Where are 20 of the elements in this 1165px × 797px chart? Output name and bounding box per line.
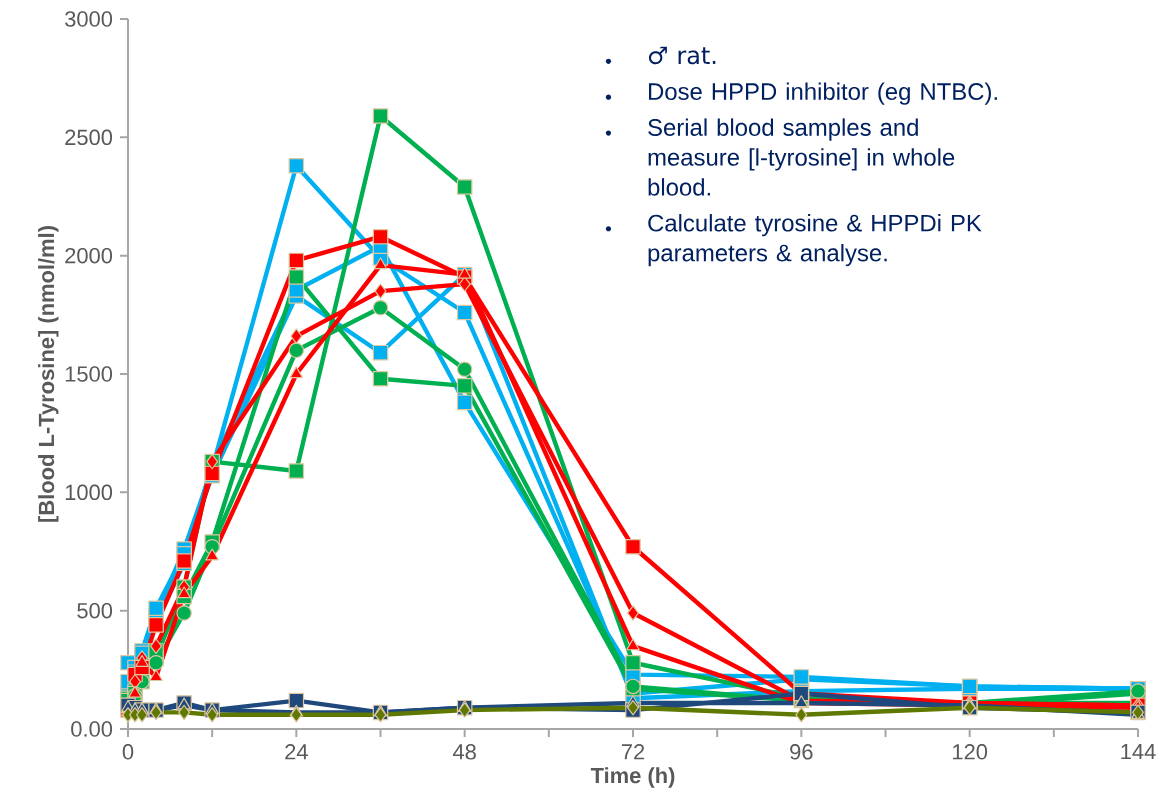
annotation: Serial blood samples and measure [l-tyrosine] in whole blood. bbox=[648, 118, 955, 196]
x-tick-label: 48 bbox=[452, 744, 476, 760]
y-tick-label: 1000 bbox=[65, 484, 113, 501]
y-tick-label: 1500 bbox=[65, 366, 113, 382]
x-tick-label: 0 bbox=[122, 744, 134, 760]
y-tick-label: 2500 bbox=[65, 129, 113, 146]
x-tick-label: 96 bbox=[790, 744, 813, 760]
y-axis-title: [Blood L-Tyrosine] (nmol/ml) bbox=[38, 226, 59, 522]
x-tick-label: 144 bbox=[1121, 744, 1156, 760]
x-tick-label: 72 bbox=[621, 744, 645, 760]
annotation: ♂ rat. bbox=[648, 46, 716, 65]
annotation: Calculate tyrosine & HPPDi PK parameters & analyse. bbox=[648, 214, 982, 267]
y-tick-label: 500 bbox=[77, 602, 113, 619]
x-tick-label: 120 bbox=[953, 744, 988, 760]
y-tick-label: 0.00 bbox=[71, 721, 113, 737]
y-tick-label: 3000 bbox=[65, 11, 113, 27]
x-axis-title: Time (h) bbox=[590, 767, 675, 788]
x-tick-label: 24 bbox=[285, 744, 308, 760]
annotation: Dose HPPD inhibitor (eg NTBC). bbox=[649, 82, 997, 105]
y-tick-label: 2000 bbox=[65, 247, 113, 264]
